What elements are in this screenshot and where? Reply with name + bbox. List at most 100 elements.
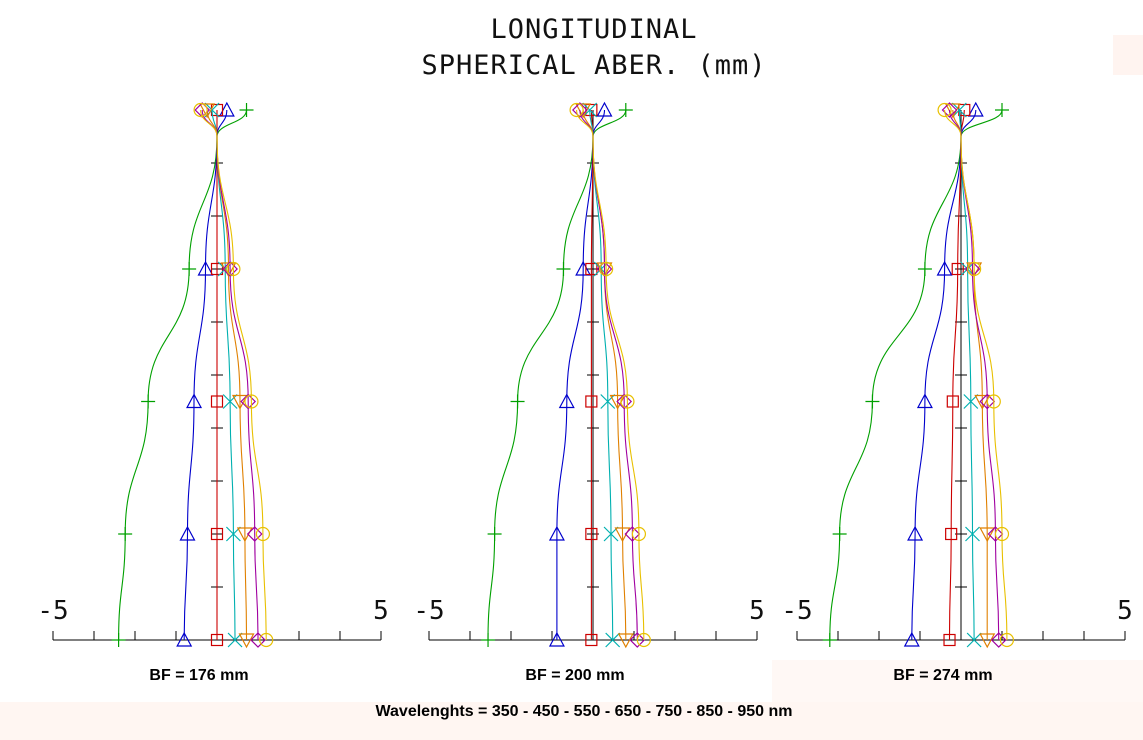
series-marker-4 xyxy=(966,632,982,648)
series-marker-6 xyxy=(246,526,263,542)
footer-band xyxy=(0,702,1143,740)
series-marker-6 xyxy=(240,393,257,410)
x-min-label: -5 xyxy=(781,596,812,626)
series-marker-1 xyxy=(995,103,1009,117)
series-marker-7 xyxy=(937,102,952,118)
series-marker-1 xyxy=(481,633,496,647)
series-marker-2 xyxy=(936,260,953,276)
series-marker-6 xyxy=(572,102,588,118)
series-marker-2 xyxy=(176,631,193,647)
series-marker-7 xyxy=(986,394,1001,409)
series-marker-6 xyxy=(941,102,958,118)
panel-3: -5 5 BF = 274 mm xyxy=(781,101,1133,684)
series-marker-5 xyxy=(231,394,248,410)
series-line-7 xyxy=(944,109,1008,641)
series-marker-7 xyxy=(599,261,614,277)
series-marker-5 xyxy=(238,633,255,649)
bf-label: BF = 176 mm xyxy=(149,667,248,684)
series-marker-7 xyxy=(631,526,647,542)
series-marker-2 xyxy=(903,631,920,647)
series-marker-3 xyxy=(585,103,598,117)
x-min-label: -5 xyxy=(413,596,444,626)
series-marker-1 xyxy=(832,527,847,541)
series-marker-5 xyxy=(199,103,216,119)
panel-2: -5 5 BF = 200 mm xyxy=(413,101,765,684)
series-marker-1 xyxy=(556,262,571,276)
series-marker-7 xyxy=(636,632,651,648)
series-marker-4 xyxy=(222,394,238,409)
bf-label: BF = 274 mm xyxy=(893,667,992,684)
series-marker-2 xyxy=(558,393,575,409)
series-marker-4 xyxy=(605,632,621,648)
series-marker-3 xyxy=(946,395,959,408)
series-marker-1 xyxy=(917,262,932,276)
x-max-label: 5 xyxy=(749,596,765,626)
chart-title-line-2: SPHERICAL ABER. (mm) xyxy=(421,50,766,81)
series-marker-6 xyxy=(250,632,266,648)
series-marker-1 xyxy=(865,394,880,409)
panels: -5 5 BF = 176 mm -5 5 BF = 200 mm -5 5 BF = 274 … xyxy=(37,101,1133,684)
series-marker-7 xyxy=(967,261,982,277)
series-marker-7 xyxy=(193,102,208,118)
series-marker-2 xyxy=(575,260,592,276)
series-marker-2 xyxy=(548,525,565,541)
series-marker-2 xyxy=(596,101,613,117)
series-line-7 xyxy=(200,109,267,641)
x-min-label: -5 xyxy=(37,596,68,626)
chart-title-line-1: LONGITUDINAL xyxy=(490,14,697,45)
series-marker-1 xyxy=(141,394,156,409)
series-marker-7 xyxy=(255,526,271,542)
series-marker-6 xyxy=(616,393,633,410)
series-marker-2 xyxy=(907,525,924,541)
series-line-7 xyxy=(576,109,645,641)
x-max-label: 5 xyxy=(1117,596,1133,626)
series-marker-7 xyxy=(999,632,1015,648)
series-marker-2 xyxy=(197,260,214,276)
series-marker-4 xyxy=(600,394,616,409)
series-marker-3 xyxy=(210,633,224,647)
series-marker-1 xyxy=(111,633,126,647)
series-marker-1 xyxy=(118,527,133,541)
series-marker-4 xyxy=(965,526,980,542)
series-marker-3 xyxy=(210,395,224,408)
series-marker-1 xyxy=(822,633,837,647)
panel-1: -5 5 BF = 176 mm xyxy=(37,101,389,684)
series-marker-5 xyxy=(979,633,996,649)
series-marker-7 xyxy=(620,394,635,409)
series-marker-1 xyxy=(510,394,525,409)
series-marker-1 xyxy=(239,103,254,117)
series-marker-3 xyxy=(585,395,598,408)
series-marker-3 xyxy=(585,527,598,541)
series-marker-7 xyxy=(244,394,259,409)
series-marker-1 xyxy=(487,527,502,541)
right-label-band xyxy=(772,660,1143,702)
series-marker-5 xyxy=(979,527,996,543)
series-marker-2 xyxy=(186,393,203,409)
bf-label: BF = 200 mm xyxy=(525,667,624,684)
series-marker-2 xyxy=(548,631,565,647)
x-max-label: 5 xyxy=(373,596,389,626)
series-marker-3 xyxy=(945,527,958,541)
series-marker-5 xyxy=(974,394,991,410)
series-marker-6 xyxy=(990,632,1007,648)
series-marker-1 xyxy=(618,103,633,117)
series-marker-3 xyxy=(585,633,598,647)
wavelengths-caption: Wavelenghts = 350 - 450 - 550 - 650 - 75… xyxy=(376,703,793,720)
series-marker-7 xyxy=(259,632,274,648)
series-marker-3 xyxy=(951,262,964,276)
series-marker-2 xyxy=(916,393,933,409)
series-marker-2 xyxy=(967,101,984,117)
series-marker-2 xyxy=(218,101,235,117)
series-marker-7 xyxy=(569,102,584,118)
series-marker-6 xyxy=(979,393,996,410)
series-marker-7 xyxy=(994,526,1010,542)
series-marker-3 xyxy=(210,527,224,541)
series-marker-6 xyxy=(987,526,1004,542)
series-marker-7 xyxy=(226,261,241,277)
series-marker-1 xyxy=(182,262,197,276)
series-marker-6 xyxy=(222,261,238,277)
series-marker-6 xyxy=(629,632,646,648)
series-marker-3 xyxy=(943,633,956,647)
corner-tint xyxy=(1113,35,1143,75)
